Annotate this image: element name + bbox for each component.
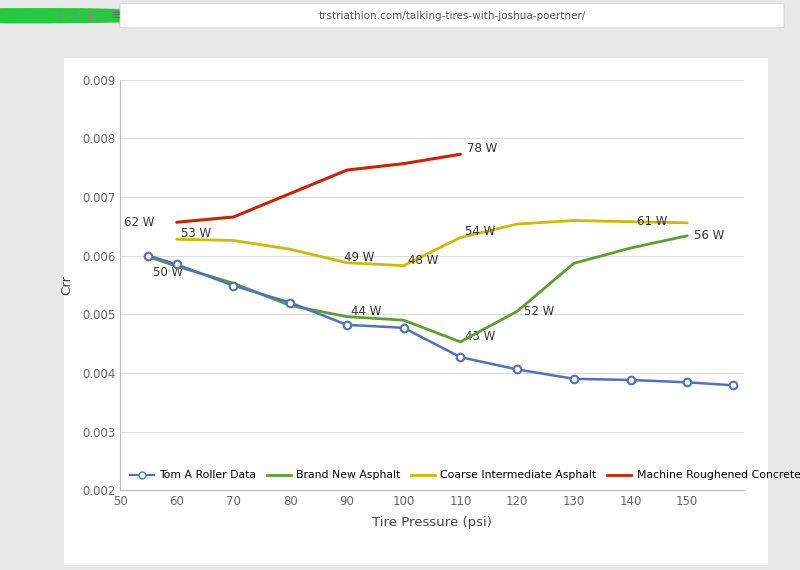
Coarse Intermediate Asphalt [455,234,465,241]
Legend: Tom A Roller Data, Brand New Asphalt, Coarse Intermediate Asphalt, Machine Rough: Tom A Roller Data, Brand New Asphalt, Co… [126,466,800,484]
Coarse Intermediate Asphalt [342,259,352,266]
Text: ⊡: ⊡ [86,9,98,22]
Brand New Asphalt [626,245,635,251]
Brand New Asphalt [143,254,153,260]
Text: 50 W: 50 W [153,266,182,279]
Text: 52 W: 52 W [524,305,554,318]
Machine Roughened Concrete [229,214,238,221]
Tom A Roller Data [455,354,465,361]
Brand New Asphalt [229,280,238,287]
Coarse Intermediate Asphalt [512,221,522,227]
Tom A Roller Data [342,321,352,328]
Brand New Asphalt [342,314,352,320]
Text: ≡: ≡ [110,9,122,22]
Text: ‹: ‹ [57,8,63,23]
Circle shape [0,9,202,23]
Tom A Roller Data [143,252,153,259]
Coarse Intermediate Asphalt [286,246,295,253]
Text: ›: › [71,8,78,23]
Coarse Intermediate Asphalt [229,237,238,244]
Coarse Intermediate Asphalt [626,218,635,225]
Text: 62 W: 62 W [124,216,154,229]
Tom A Roller Data [569,376,578,382]
Text: 43 W: 43 W [465,330,494,343]
Line: Coarse Intermediate Asphalt: Coarse Intermediate Asphalt [177,221,687,266]
Tom A Roller Data [399,324,409,331]
Text: 56 W: 56 W [694,229,725,242]
FancyBboxPatch shape [64,58,768,565]
Line: Machine Roughened Concrete: Machine Roughened Concrete [177,154,460,222]
Coarse Intermediate Asphalt [172,236,182,243]
Tom A Roller Data [286,299,295,306]
Text: 61 W: 61 W [638,215,668,228]
FancyBboxPatch shape [120,3,784,28]
Coarse Intermediate Asphalt [569,217,578,224]
X-axis label: Tire Pressure (psi): Tire Pressure (psi) [372,516,492,530]
Brand New Asphalt [172,263,182,270]
Tom A Roller Data [172,261,182,268]
Brand New Asphalt [569,260,578,267]
Circle shape [0,9,188,23]
Machine Roughened Concrete [172,219,182,226]
Text: 48 W: 48 W [408,254,438,267]
Text: 78 W: 78 W [467,142,498,155]
Circle shape [0,9,217,23]
Brand New Asphalt [399,317,409,324]
Brand New Asphalt [682,233,692,239]
Coarse Intermediate Asphalt [399,262,409,269]
Y-axis label: Crr: Crr [61,275,74,295]
Tom A Roller Data [512,366,522,373]
Brand New Asphalt [455,339,465,345]
Tom A Roller Data [626,377,635,384]
Line: Brand New Asphalt: Brand New Asphalt [148,236,687,342]
Text: 49 W: 49 W [344,251,374,264]
Brand New Asphalt [286,302,295,309]
Brand New Asphalt [512,308,522,315]
Text: trstriathlon.com/talking-tires-with-joshua-poertner/: trstriathlon.com/talking-tires-with-josh… [318,11,586,21]
Machine Roughened Concrete [342,166,352,173]
Machine Roughened Concrete [399,160,409,167]
Tom A Roller Data [682,379,692,386]
Text: 54 W: 54 W [465,226,494,238]
Text: 44 W: 44 W [351,304,382,317]
Machine Roughened Concrete [455,151,465,158]
Coarse Intermediate Asphalt [682,219,692,226]
Tom A Roller Data [728,382,738,389]
Line: Tom A Roller Data: Tom A Roller Data [145,252,737,389]
Tom A Roller Data [229,282,238,289]
Text: 53 W: 53 W [181,227,211,240]
